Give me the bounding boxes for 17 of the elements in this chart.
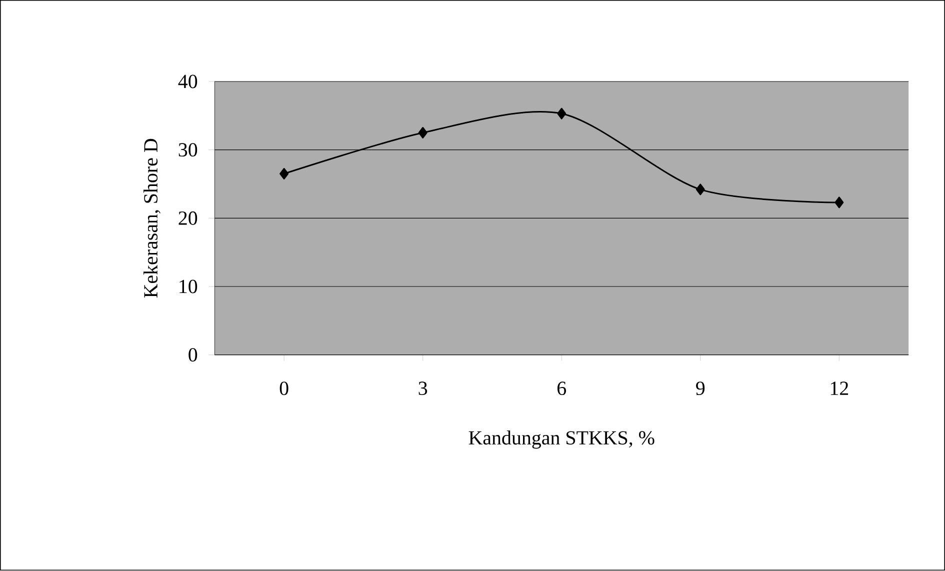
x-tick-label: 6	[557, 382, 566, 396]
point	[834, 196, 844, 208]
point	[418, 127, 428, 139]
x-axis-title: Kandungan STKKS, %	[468, 430, 654, 449]
x-tick-label: 3	[418, 382, 428, 396]
y-tick-label: 40	[178, 74, 198, 88]
y-tick-label: 0	[188, 348, 198, 362]
y-axis-title: Kekerasan, Shore D	[144, 139, 160, 298]
y-tick-label: 30	[178, 143, 198, 157]
point	[696, 184, 705, 196]
point	[557, 108, 566, 120]
point	[280, 168, 289, 180]
x-tick-label: 0	[280, 382, 288, 396]
x-tick-label: 9	[696, 382, 705, 396]
y-tick-label: 20	[178, 212, 198, 226]
x-tick-label: 12	[830, 382, 848, 396]
y-tick-label: 10	[180, 280, 198, 294]
